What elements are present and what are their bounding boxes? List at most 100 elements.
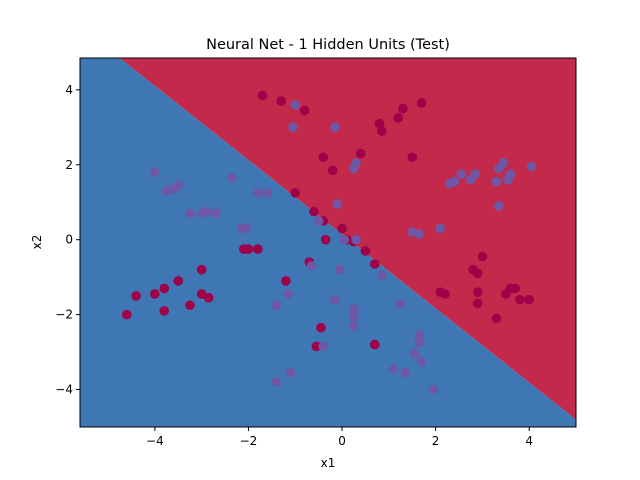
scatter-point-s0-10 [407,152,418,163]
x-tick-label-4: 4 [525,434,533,448]
y-axis-label: x2 [30,235,44,250]
scatter-point-s1-52 [491,176,502,187]
scatter-point-s1-40 [428,384,439,395]
scatter-point-s1-17 [241,223,251,234]
scatter-point-s0-12 [290,188,301,198]
scatter-point-s0-13 [309,206,319,217]
scatter-point-s1-39 [271,377,282,387]
scatter-point-s0-35 [121,309,132,320]
scatter-point-s1-18 [332,199,343,209]
scatter-point-s1-29 [348,304,359,314]
scatter-point-s0-41 [477,251,488,262]
scatter-point-s1-9 [227,173,237,183]
scatter-point-s0-44 [472,287,483,297]
y-tick-label-0: −4 [55,383,73,397]
scatter-point-s0-33 [185,300,195,311]
scatter-point-s0-31 [196,289,207,299]
scatter-point-s1-26 [330,294,340,305]
scatter-point-s1-4 [351,158,361,168]
scatter-point-s1-37 [400,367,411,378]
region-red [119,58,576,420]
scatter-point-s1-41 [318,341,329,352]
scatter-point-s0-1 [276,96,287,106]
scatter-point-s0-29 [150,289,160,299]
scatter-point-s1-31 [348,321,359,331]
axes-frame [79,57,577,428]
x-axis-label: x1 [321,456,336,470]
scatter-point-s0-30 [131,291,141,301]
x-tick-label-2: 0 [338,434,346,448]
scatter-point-s1-28 [395,298,406,309]
scatter-point-s0-15 [337,223,347,234]
x-axis-ticks: −4 −2 0 2 4 [146,427,533,448]
scatter-point-s1-8 [173,180,184,191]
scatter-point-s1-1 [288,122,298,133]
scatter-point-s1-44 [435,223,446,234]
scatter-point-s1-10 [253,188,263,198]
scatter-point-s0-50 [472,298,483,309]
scatter-point-s0-25 [253,244,263,254]
scatter-point-s1-34 [409,349,420,359]
scatter-point-s0-46 [510,283,520,294]
scatter-point-s0-49 [524,294,535,305]
scatter-point-s1-38 [285,367,296,378]
scatter-point-s1-24 [377,270,387,281]
scatter-point-s0-43 [440,289,450,299]
scatter-point-s1-27 [271,300,282,311]
scatter-point-s1-23 [334,264,345,275]
y-axis-ticks: −4 −2 0 2 4 [55,83,80,397]
scatter-point-s0-0 [257,90,268,101]
scatter-point-s1-47 [456,169,467,179]
scatter-point-s1-12 [185,208,195,219]
scatter-point-s1-35 [416,356,427,367]
scatter-point-s1-14 [201,206,212,217]
scatter-point-s0-7 [377,126,387,136]
chart-title: Neural Net - 1 Hidden Units (Test) [206,37,450,53]
scatter-point-s1-43 [414,229,425,239]
scatter-point-s0-3 [398,103,408,114]
scatter-point-s0-51 [491,313,502,324]
scatter-point-s0-5 [374,118,385,129]
scatter-point-s1-11 [262,188,272,198]
scatter-point-s1-46 [449,176,460,187]
scatter-point-s0-9 [318,152,329,163]
scatter-point-s0-26 [196,264,207,275]
scatter-point-s0-16 [320,234,331,245]
scatter-point-s1-22 [306,261,317,271]
scatter-point-s0-8 [355,148,366,159]
scatter-point-s1-36 [388,364,399,374]
scatter-point-s0-37 [311,341,322,352]
x-tick-label-1: −2 [240,434,258,448]
x-tick-label-3: 2 [432,434,440,448]
y-tick-label-4: 4 [65,83,73,97]
scatter-point-s1-51 [498,158,509,168]
scatter-point-s1-33 [414,337,425,348]
scatter-point-s1-56 [526,161,537,172]
y-tick-label-3: 2 [65,158,73,172]
scatter-point-s0-36 [316,322,326,333]
scatter-point-s1-21 [351,234,361,245]
scatter-point-s0-11 [327,165,338,176]
scatter-points [121,90,537,395]
scatter-point-s1-54 [505,169,516,179]
scatter-point-s1-25 [283,289,294,299]
scatter-point-s0-22 [281,276,291,286]
scatter-point-s1-19 [313,216,324,226]
scatter-point-s0-4 [416,98,427,108]
scatter-point-s0-34 [159,306,170,316]
scatter-point-s1-30 [348,311,359,322]
scatter-point-s0-40 [472,268,483,279]
scatter-point-s1-15 [210,208,221,219]
scatter-point-s1-20 [339,234,350,245]
scatter-point-s0-6 [393,113,403,123]
scatter-point-s0-27 [173,276,184,286]
scatter-point-s1-32 [414,330,425,341]
scatter-point-s1-5 [150,167,160,178]
y-tick-label-2: 0 [65,233,73,247]
plot-area [79,57,577,428]
scatter-point-s0-20 [369,259,380,269]
scatter-point-s0-32 [203,292,214,303]
scatter-point-s0-38 [369,339,380,350]
scatter-point-s0-28 [159,283,170,294]
